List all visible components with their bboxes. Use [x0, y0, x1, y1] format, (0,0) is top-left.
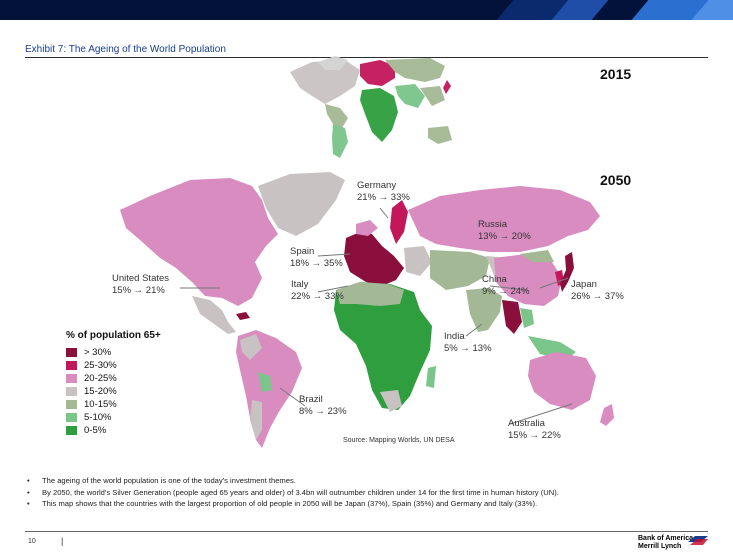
bullet-item: • The ageing of the world population is o…: [27, 476, 296, 485]
country-label-japan: Japan 26% → 37%: [571, 279, 624, 302]
country-label-spain: Spain 18% → 35%: [290, 246, 343, 269]
page-number: 10: [28, 538, 36, 545]
country-label-india: India 5% → 13%: [444, 331, 492, 354]
country-label-australia: Australia 15% → 22%: [508, 418, 561, 441]
legend-title: % of population 65+: [66, 330, 161, 341]
legend-swatch: [66, 426, 77, 435]
country-label-brazil: Brazil 8% → 23%: [299, 394, 347, 417]
legend-item: > 30%: [66, 346, 161, 359]
bullet-list: • The ageing of the world population is o…: [27, 475, 717, 510]
legend-swatch: [66, 413, 77, 422]
country-label-russia: Russia 13% → 20%: [478, 219, 531, 242]
map-legend: % of population 65+ > 30% 25-30% 20-25% …: [66, 330, 161, 437]
map-source: Source: Mapping Worlds, UN DESA: [343, 437, 455, 444]
footer-separator: |: [61, 536, 64, 546]
year-2050-label: 2050: [600, 172, 632, 188]
legend-swatch: [66, 374, 77, 383]
legend-swatch: [66, 387, 77, 396]
legend-swatch: [66, 348, 77, 357]
legend-item: 20-25%: [66, 372, 161, 385]
map-2015: [290, 56, 452, 158]
header-rule: [25, 57, 708, 58]
country-label-united-states: United States 15% → 21%: [112, 273, 170, 296]
footer-rule: [25, 531, 708, 532]
legend-item: 15-20%: [66, 385, 161, 398]
legend-swatch: [66, 400, 77, 409]
brand-logo-text: Bank of America Merrill Lynch: [638, 535, 693, 550]
country-label-germany: Germany 21% → 33%: [357, 180, 410, 203]
flag-logo-icon: [688, 536, 708, 545]
country-label-china: China 9% → 24%: [482, 274, 530, 297]
legend-item: 25-30%: [66, 359, 161, 372]
top-banner: [0, 0, 733, 20]
bullet-item: • By 2050, the world's Silver Generation …: [27, 487, 559, 497]
exhibit-title: Exhibit 7: The Ageing of the World Popul…: [25, 44, 226, 55]
legend-swatch: [66, 361, 77, 370]
bullet-item: • This map shows that the countries with …: [27, 499, 538, 508]
legend-item: 10-15%: [66, 398, 161, 411]
year-2015-label: 2015: [600, 66, 632, 82]
map-2050: [120, 172, 614, 448]
legend-item: 0-5%: [66, 424, 161, 437]
country-label-italy: Italy 22% → 33%: [291, 279, 344, 302]
legend-item: 5-10%: [66, 411, 161, 424]
